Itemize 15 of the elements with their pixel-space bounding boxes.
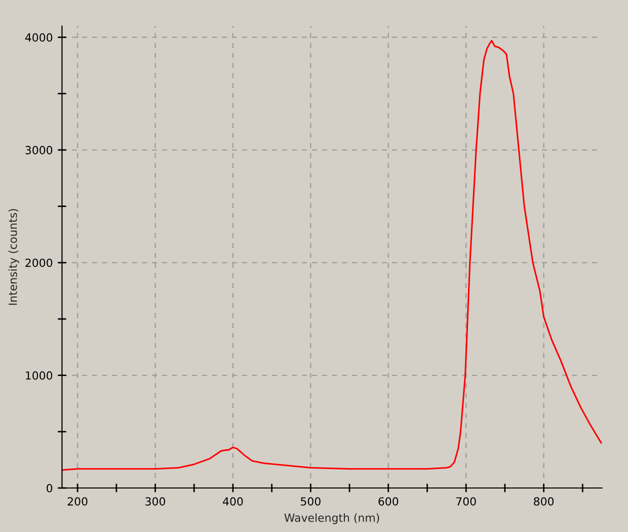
x-tick-label: 800 xyxy=(534,497,554,506)
y-tick-label: 1000 xyxy=(26,371,52,380)
x-tick-label: 400 xyxy=(222,497,243,506)
x-tick-label: 500 xyxy=(300,497,320,506)
line-series xyxy=(62,40,602,471)
y-tick-label: 2000 xyxy=(26,258,52,268)
x-axis-title: Wavelength (nm) xyxy=(284,513,380,524)
x-tick-label: 600 xyxy=(378,497,398,506)
y-tick-label: 0 xyxy=(46,484,52,492)
x-tick-label: 700 xyxy=(456,497,476,506)
y-tick-label: 4000 xyxy=(25,33,52,42)
x-tick-label: 300 xyxy=(145,497,166,506)
y-tick-label: 3000 xyxy=(26,146,52,154)
x-tick-label: 200 xyxy=(68,497,88,506)
y-axis-title: Intensity (counts) xyxy=(8,209,20,305)
